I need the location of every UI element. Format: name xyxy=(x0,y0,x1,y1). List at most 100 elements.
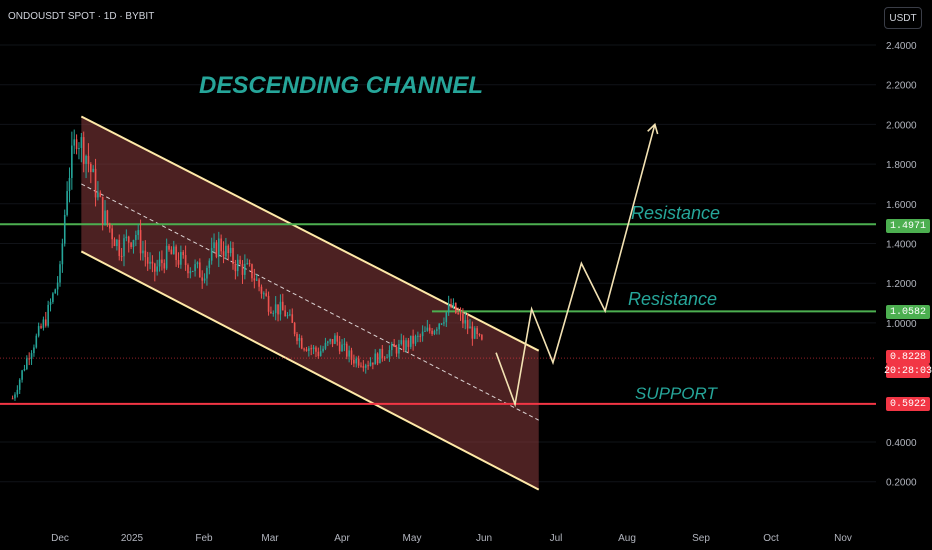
candle-body xyxy=(111,228,113,240)
candle-body xyxy=(82,137,85,164)
candle-body xyxy=(300,338,303,349)
candle-body xyxy=(272,312,275,314)
candle-body xyxy=(383,357,386,359)
candle-body xyxy=(28,358,30,360)
candle-body xyxy=(239,259,241,264)
candle-body xyxy=(322,348,324,352)
candle-body xyxy=(56,282,59,290)
x-axis-tick-label: Feb xyxy=(195,533,213,544)
candle-body xyxy=(263,293,265,295)
candle-body xyxy=(154,263,156,272)
symbol-label[interactable]: ONDOUSDT SPOT · 1D · BYBIT xyxy=(8,11,155,22)
candle-body xyxy=(85,155,87,164)
candle-body xyxy=(170,249,173,255)
candle-body xyxy=(431,330,433,334)
candle-body xyxy=(199,262,201,278)
candle-body xyxy=(99,192,102,197)
channel-lower-line xyxy=(80,250,540,491)
candle-body xyxy=(40,326,42,328)
x-axis-tick-label: Mar xyxy=(261,533,279,544)
candle-body xyxy=(196,262,199,265)
candle-body xyxy=(355,358,358,364)
candle-body xyxy=(319,351,322,356)
candle-body xyxy=(158,259,161,267)
candle-body xyxy=(165,245,168,269)
candle-body xyxy=(16,389,19,395)
candle-body xyxy=(92,168,94,173)
currency-button[interactable]: USDT xyxy=(884,7,922,29)
candle-body xyxy=(47,304,49,326)
candle-body xyxy=(222,251,225,257)
candle-body xyxy=(478,334,481,336)
candle-body xyxy=(407,340,410,347)
y-axis-tick-label: 1.8000 xyxy=(886,160,917,171)
candle-body xyxy=(274,304,277,313)
candle-body xyxy=(52,293,54,302)
candle-body xyxy=(400,340,403,344)
candle-body xyxy=(296,333,298,341)
candle-body xyxy=(59,264,61,283)
candle-body xyxy=(125,236,128,239)
candle-body xyxy=(118,239,121,257)
candle-body xyxy=(426,327,429,331)
candle-body xyxy=(438,323,440,330)
candle-body xyxy=(168,245,170,250)
candle-body xyxy=(248,263,251,265)
candle-body xyxy=(94,168,97,198)
annotation-resistance-upper: Resistance xyxy=(631,203,721,223)
candle-body xyxy=(68,177,71,192)
candle-body xyxy=(161,259,163,264)
candle-body xyxy=(331,339,334,344)
candle-body xyxy=(177,260,180,265)
candle-body xyxy=(44,319,47,326)
y-axis-tick-label: 1.2000 xyxy=(886,279,917,290)
candle-body xyxy=(175,246,177,261)
candle-body xyxy=(208,260,211,268)
candle-body xyxy=(315,347,317,352)
x-axis-tick-label: Apr xyxy=(334,533,350,544)
candle-body xyxy=(443,322,445,324)
candle-body xyxy=(286,315,289,317)
candle-body xyxy=(291,314,294,323)
annotation-title: DESCENDING CHANNEL xyxy=(199,72,484,99)
countdown-tag: 20:28:03 xyxy=(884,364,932,378)
candle-body xyxy=(374,353,377,365)
candle-body xyxy=(345,343,348,357)
y-axis-tick-label: 1.4000 xyxy=(886,240,917,251)
candle-body xyxy=(386,357,388,359)
candle-body xyxy=(116,239,118,247)
candle-body xyxy=(341,344,343,352)
candle-body xyxy=(312,347,315,349)
x-axis-tick-label: Oct xyxy=(763,533,779,544)
candle-body xyxy=(54,289,57,294)
candle-body xyxy=(244,263,246,275)
candle-body xyxy=(305,349,308,352)
candle-body xyxy=(364,365,367,368)
candle-body xyxy=(151,261,154,264)
candle-body xyxy=(172,246,175,255)
candle-body xyxy=(381,348,384,358)
candle-body xyxy=(187,265,189,274)
candle-body xyxy=(87,155,90,164)
y-axis-tick-label: 2.2000 xyxy=(886,81,917,92)
candle-body xyxy=(293,322,296,334)
candle-body xyxy=(447,304,450,313)
candle-body xyxy=(317,351,320,356)
candle-body xyxy=(362,366,365,368)
x-axis-tick-label: Jun xyxy=(476,533,492,544)
candle-body xyxy=(357,358,360,366)
candle-body xyxy=(402,340,405,351)
candle-body xyxy=(369,362,372,366)
candle-body xyxy=(372,362,374,365)
price-tag-current: 0.8228 xyxy=(886,350,930,364)
candle-body xyxy=(258,279,260,287)
candle-body xyxy=(61,243,64,265)
candle-body xyxy=(236,259,239,272)
candle-body xyxy=(310,348,313,350)
candle-body xyxy=(26,358,28,370)
y-axis-tick-label: 0.2000 xyxy=(886,478,917,489)
candle-body xyxy=(156,266,158,272)
candle-body xyxy=(90,163,92,173)
candle-body xyxy=(234,263,237,272)
